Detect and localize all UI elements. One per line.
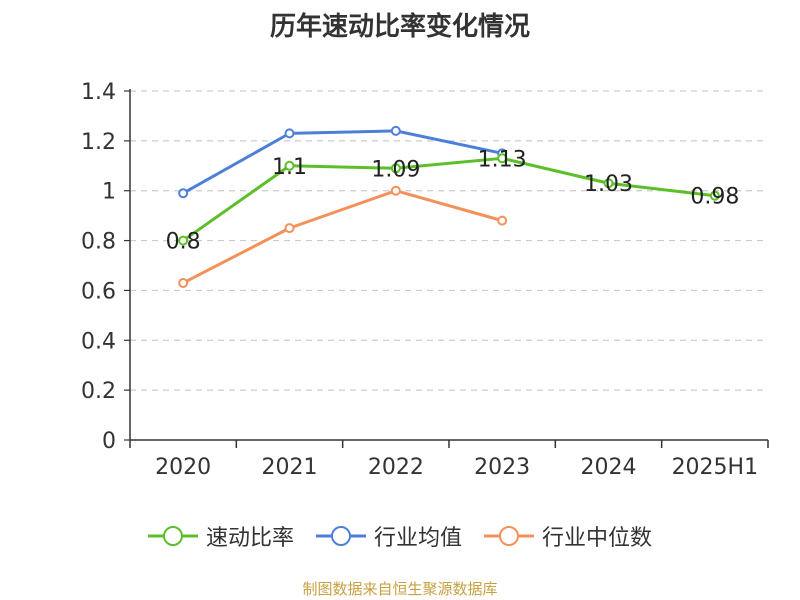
legend-item-industry-median[interactable]: 行业中位数 xyxy=(484,520,652,552)
legend-label-industry-mean: 行业均值 xyxy=(373,526,462,551)
legend-item-quick-ratio[interactable]: 速动比率 xyxy=(147,520,294,552)
footer-source: 制图数据来自恒生聚源数据库 xyxy=(302,580,498,598)
x-tick-label: 2024 xyxy=(581,455,637,480)
x-tick-label: 2023 xyxy=(474,455,530,480)
data-point-industry-median[interactable] xyxy=(284,223,295,234)
data-label: 1.03 xyxy=(584,172,633,197)
legend-label-industry-median: 行业中位数 xyxy=(542,526,653,551)
data-point-quick-ratio[interactable] xyxy=(497,153,508,164)
y-tick-label: 0.4 xyxy=(81,329,116,354)
data-label: 0.8 xyxy=(166,230,201,255)
data-label: 1.09 xyxy=(371,157,420,182)
data-label: 0.98 xyxy=(690,185,739,210)
data-point-quick-ratio[interactable] xyxy=(178,235,189,246)
series-line-quick-ratio xyxy=(182,156,716,242)
y-tick-label: 1.2 xyxy=(81,130,116,155)
data-point-industry-mean[interactable] xyxy=(390,125,401,136)
y-tick-label: 0.8 xyxy=(81,230,116,255)
legend-swatch-quick-ratio xyxy=(147,526,198,546)
data-label: 1.13 xyxy=(478,147,527,172)
series-line-industry-mean xyxy=(182,129,503,195)
data-point-quick-ratio[interactable] xyxy=(709,190,720,201)
x-tick-label: 2022 xyxy=(368,455,424,480)
legend-item-industry-mean[interactable]: 行业均值 xyxy=(315,520,462,552)
data-label: 1.1 xyxy=(272,155,307,180)
y-tick-label: 0.2 xyxy=(81,379,116,404)
x-tick-label: 2021 xyxy=(262,455,318,480)
data-point-industry-mean[interactable] xyxy=(284,128,295,139)
x-tick-label: 2020 xyxy=(155,455,211,480)
legend: 速动比率 行业均值 行业中位数 xyxy=(0,520,800,552)
data-point-quick-ratio[interactable] xyxy=(284,160,295,171)
data-point-quick-ratio[interactable] xyxy=(603,178,614,189)
legend-label-quick-ratio: 速动比率 xyxy=(205,526,294,551)
y-tick-label: 1 xyxy=(102,180,116,205)
y-tick-label: 1.4 xyxy=(81,80,116,105)
data-point-industry-median[interactable] xyxy=(390,185,401,196)
data-point-industry-median[interactable] xyxy=(178,277,189,288)
series-line-industry-median xyxy=(182,189,503,285)
chart-title: 历年速动比率变化情况 xyxy=(269,12,530,42)
y-tick-label: 0 xyxy=(102,429,116,454)
data-point-industry-mean[interactable] xyxy=(178,188,189,199)
legend-swatch-industry-mean xyxy=(315,526,366,546)
y-tick-label: 0.6 xyxy=(81,279,116,304)
data-point-industry-median[interactable] xyxy=(497,215,508,226)
data-point-quick-ratio[interactable] xyxy=(390,163,401,174)
x-tick-label: 2025H1 xyxy=(672,455,759,480)
legend-swatch-industry-median xyxy=(484,526,534,546)
